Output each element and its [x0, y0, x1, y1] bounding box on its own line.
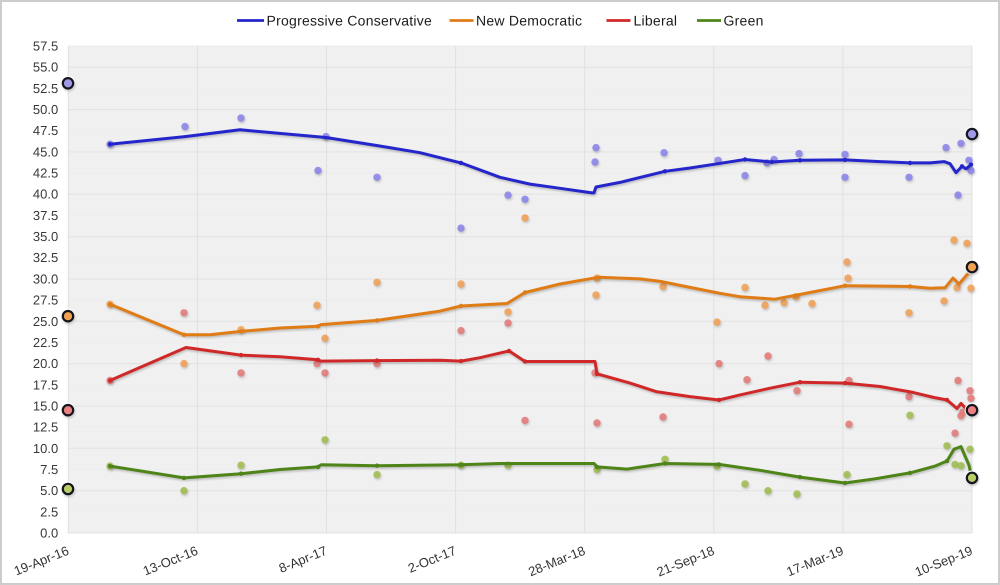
- svg-text:7.5: 7.5: [40, 462, 58, 477]
- svg-text:37.5: 37.5: [33, 208, 58, 223]
- svg-text:10.0: 10.0: [33, 441, 58, 456]
- svg-text:22.5: 22.5: [33, 335, 58, 350]
- svg-text:Progressive Conservative: Progressive Conservative: [267, 13, 433, 29]
- svg-text:30.0: 30.0: [33, 271, 58, 286]
- svg-text:5.0: 5.0: [40, 483, 58, 498]
- svg-text:57.5: 57.5: [33, 39, 58, 54]
- svg-text:0.0: 0.0: [40, 526, 58, 541]
- svg-text:Green: Green: [724, 13, 764, 29]
- svg-text:45.0: 45.0: [33, 144, 58, 159]
- svg-text:Liberal: Liberal: [634, 13, 678, 29]
- svg-text:35.0: 35.0: [33, 229, 58, 244]
- svg-text:25.0: 25.0: [33, 314, 58, 329]
- svg-text:New Democratic: New Democratic: [476, 13, 582, 29]
- svg-text:27.5: 27.5: [33, 293, 58, 308]
- svg-text:52.5: 52.5: [33, 81, 58, 96]
- svg-text:55.0: 55.0: [33, 60, 58, 75]
- svg-text:2.5: 2.5: [40, 504, 58, 519]
- svg-text:15.0: 15.0: [33, 399, 58, 414]
- svg-text:20.0: 20.0: [33, 356, 58, 371]
- svg-text:12.5: 12.5: [33, 420, 58, 435]
- svg-text:32.5: 32.5: [33, 250, 58, 265]
- svg-text:47.5: 47.5: [33, 123, 58, 138]
- svg-text:42.5: 42.5: [33, 166, 58, 181]
- svg-text:40.0: 40.0: [33, 187, 58, 202]
- svg-text:17.5: 17.5: [33, 377, 58, 392]
- svg-text:50.0: 50.0: [33, 102, 58, 117]
